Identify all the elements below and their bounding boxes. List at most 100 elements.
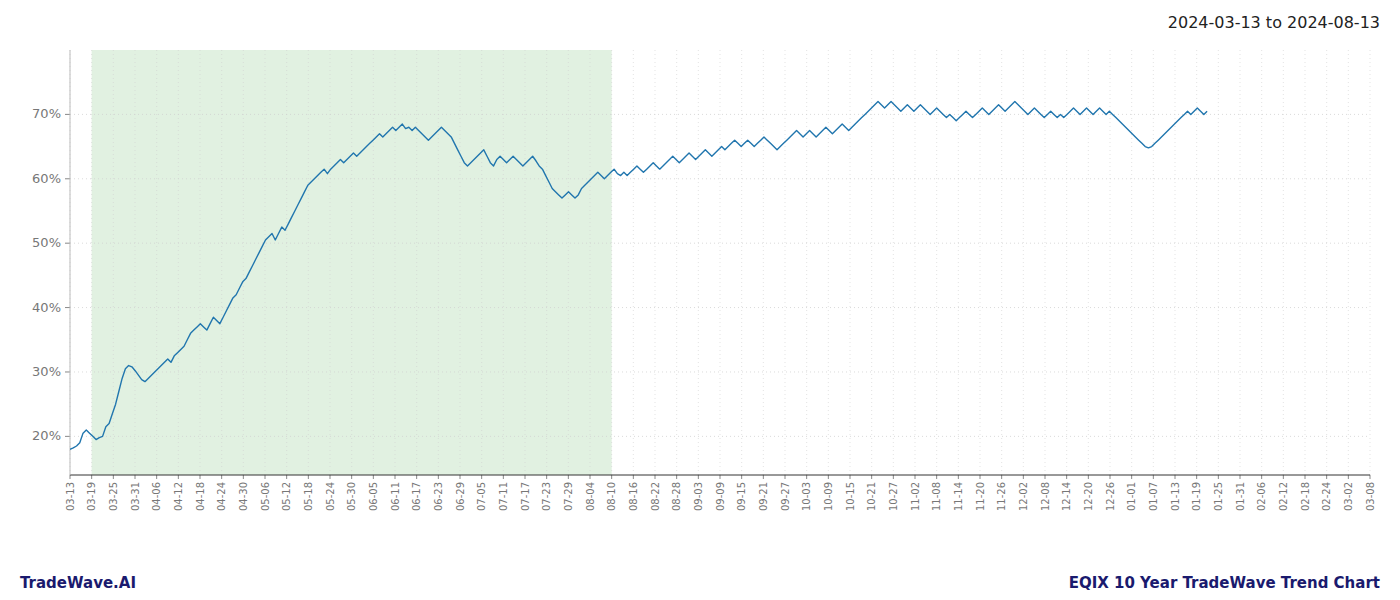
x-tick-label: 05-06: [260, 482, 271, 511]
x-tick-label: 09-09: [715, 482, 726, 511]
x-tick: [568, 475, 569, 479]
x-tick: [113, 475, 114, 479]
y-grid-line: [70, 307, 1370, 308]
x-tick-label: 09-03: [693, 482, 704, 511]
x-grid-line: [1175, 50, 1176, 475]
y-tick-label: 60%: [32, 171, 61, 186]
x-grid-line: [1370, 50, 1371, 475]
x-tick: [1218, 475, 1219, 479]
x-grid-line: [633, 50, 634, 475]
x-tick: [655, 475, 656, 479]
x-grid-line: [1305, 50, 1306, 475]
x-grid-line: [200, 50, 201, 475]
x-grid-line: [351, 50, 352, 475]
x-tick-label: 06-23: [433, 482, 444, 511]
x-tick-label: 01-13: [1170, 482, 1181, 511]
x-tick-label: 10-27: [888, 482, 899, 511]
x-tick: [373, 475, 374, 479]
x-grid-line: [958, 50, 959, 475]
x-grid-line: [481, 50, 482, 475]
shaded-region: [92, 50, 612, 475]
x-tick-label: 11-08: [931, 482, 942, 511]
x-grid-line: [546, 50, 547, 475]
series: [70, 102, 1207, 450]
x-grid-line: [763, 50, 764, 475]
x-grid-line: [1240, 50, 1241, 475]
x-tick-label: 12-02: [1018, 482, 1029, 511]
x-tick-label: 11-20: [975, 482, 986, 511]
x-tick-label: 02-12: [1278, 482, 1289, 511]
x-grid-line: [330, 50, 331, 475]
x-tick: [460, 475, 461, 479]
y-tick: [65, 114, 70, 115]
x-tick: [915, 475, 916, 479]
x-tick: [785, 475, 786, 479]
x-tick: [611, 475, 612, 479]
x-grid-line: [503, 50, 504, 475]
x-tick: [1196, 475, 1197, 479]
x-grid-line: [871, 50, 872, 475]
x-tick: [1001, 475, 1002, 479]
x-tick: [221, 475, 222, 479]
x-grid-line: [980, 50, 981, 475]
x-tick-label: 04-18: [195, 482, 206, 511]
x-tick: [698, 475, 699, 479]
x-tick-label: 08-22: [650, 482, 661, 511]
x-tick: [135, 475, 136, 479]
y-tick-label: 50%: [32, 235, 61, 250]
x-grid-line: [308, 50, 309, 475]
x-tick: [980, 475, 981, 479]
x-tick: [806, 475, 807, 479]
x-tick-label: 02-24: [1321, 482, 1332, 511]
x-grid-line: [286, 50, 287, 475]
x-tick-label: 06-05: [368, 482, 379, 511]
x-tick-label: 05-24: [325, 482, 336, 511]
x-tick-label: 09-21: [758, 482, 769, 511]
x-grid-line: [1196, 50, 1197, 475]
x-tick-label: 07-29: [563, 482, 574, 511]
x-tick-label: 03-02: [1343, 482, 1354, 511]
x-grid-line: [828, 50, 829, 475]
x-grid-line: [178, 50, 179, 475]
x-grid-line: [1045, 50, 1046, 475]
x-tick-label: 02-18: [1300, 482, 1311, 511]
x-tick: [1283, 475, 1284, 479]
x-grid-line: [265, 50, 266, 475]
x-grid-line: [568, 50, 569, 475]
x-grid-line: [135, 50, 136, 475]
x-tick-label: 10-09: [823, 482, 834, 511]
x-grid-line: [91, 50, 92, 475]
y-grid-line: [70, 436, 1370, 437]
x-tick: [503, 475, 504, 479]
y-tick: [65, 178, 70, 179]
x-tick: [308, 475, 309, 479]
x-tick-label: 12-08: [1040, 482, 1051, 511]
x-tick-label: 09-15: [736, 482, 747, 511]
x-tick: [200, 475, 201, 479]
x-tick: [351, 475, 352, 479]
x-tick: [1088, 475, 1089, 479]
x-grid-line: [438, 50, 439, 475]
x-grid-line: [525, 50, 526, 475]
x-tick-label: 03-31: [130, 482, 141, 511]
y-tick-label: 20%: [32, 428, 61, 443]
x-grid-line: [416, 50, 417, 475]
y-tick-label: 30%: [32, 364, 61, 379]
y-tick-label: 70%: [32, 106, 61, 121]
x-tick: [871, 475, 872, 479]
trend-line: [70, 102, 1207, 450]
x-grid-line: [1153, 50, 1154, 475]
x-grid-line: [590, 50, 591, 475]
x-tick: [720, 475, 721, 479]
x-grid-line: [221, 50, 222, 475]
x-tick-label: 02-06: [1256, 482, 1267, 511]
x-tick: [763, 475, 764, 479]
x-tick: [286, 475, 287, 479]
x-tick: [1066, 475, 1067, 479]
y-tick: [65, 307, 70, 308]
x-tick: [1326, 475, 1327, 479]
x-grid-line: [373, 50, 374, 475]
x-grid-line: [1131, 50, 1132, 475]
x-tick-label: 10-21: [866, 482, 877, 511]
x-tick-label: 09-27: [780, 482, 791, 511]
